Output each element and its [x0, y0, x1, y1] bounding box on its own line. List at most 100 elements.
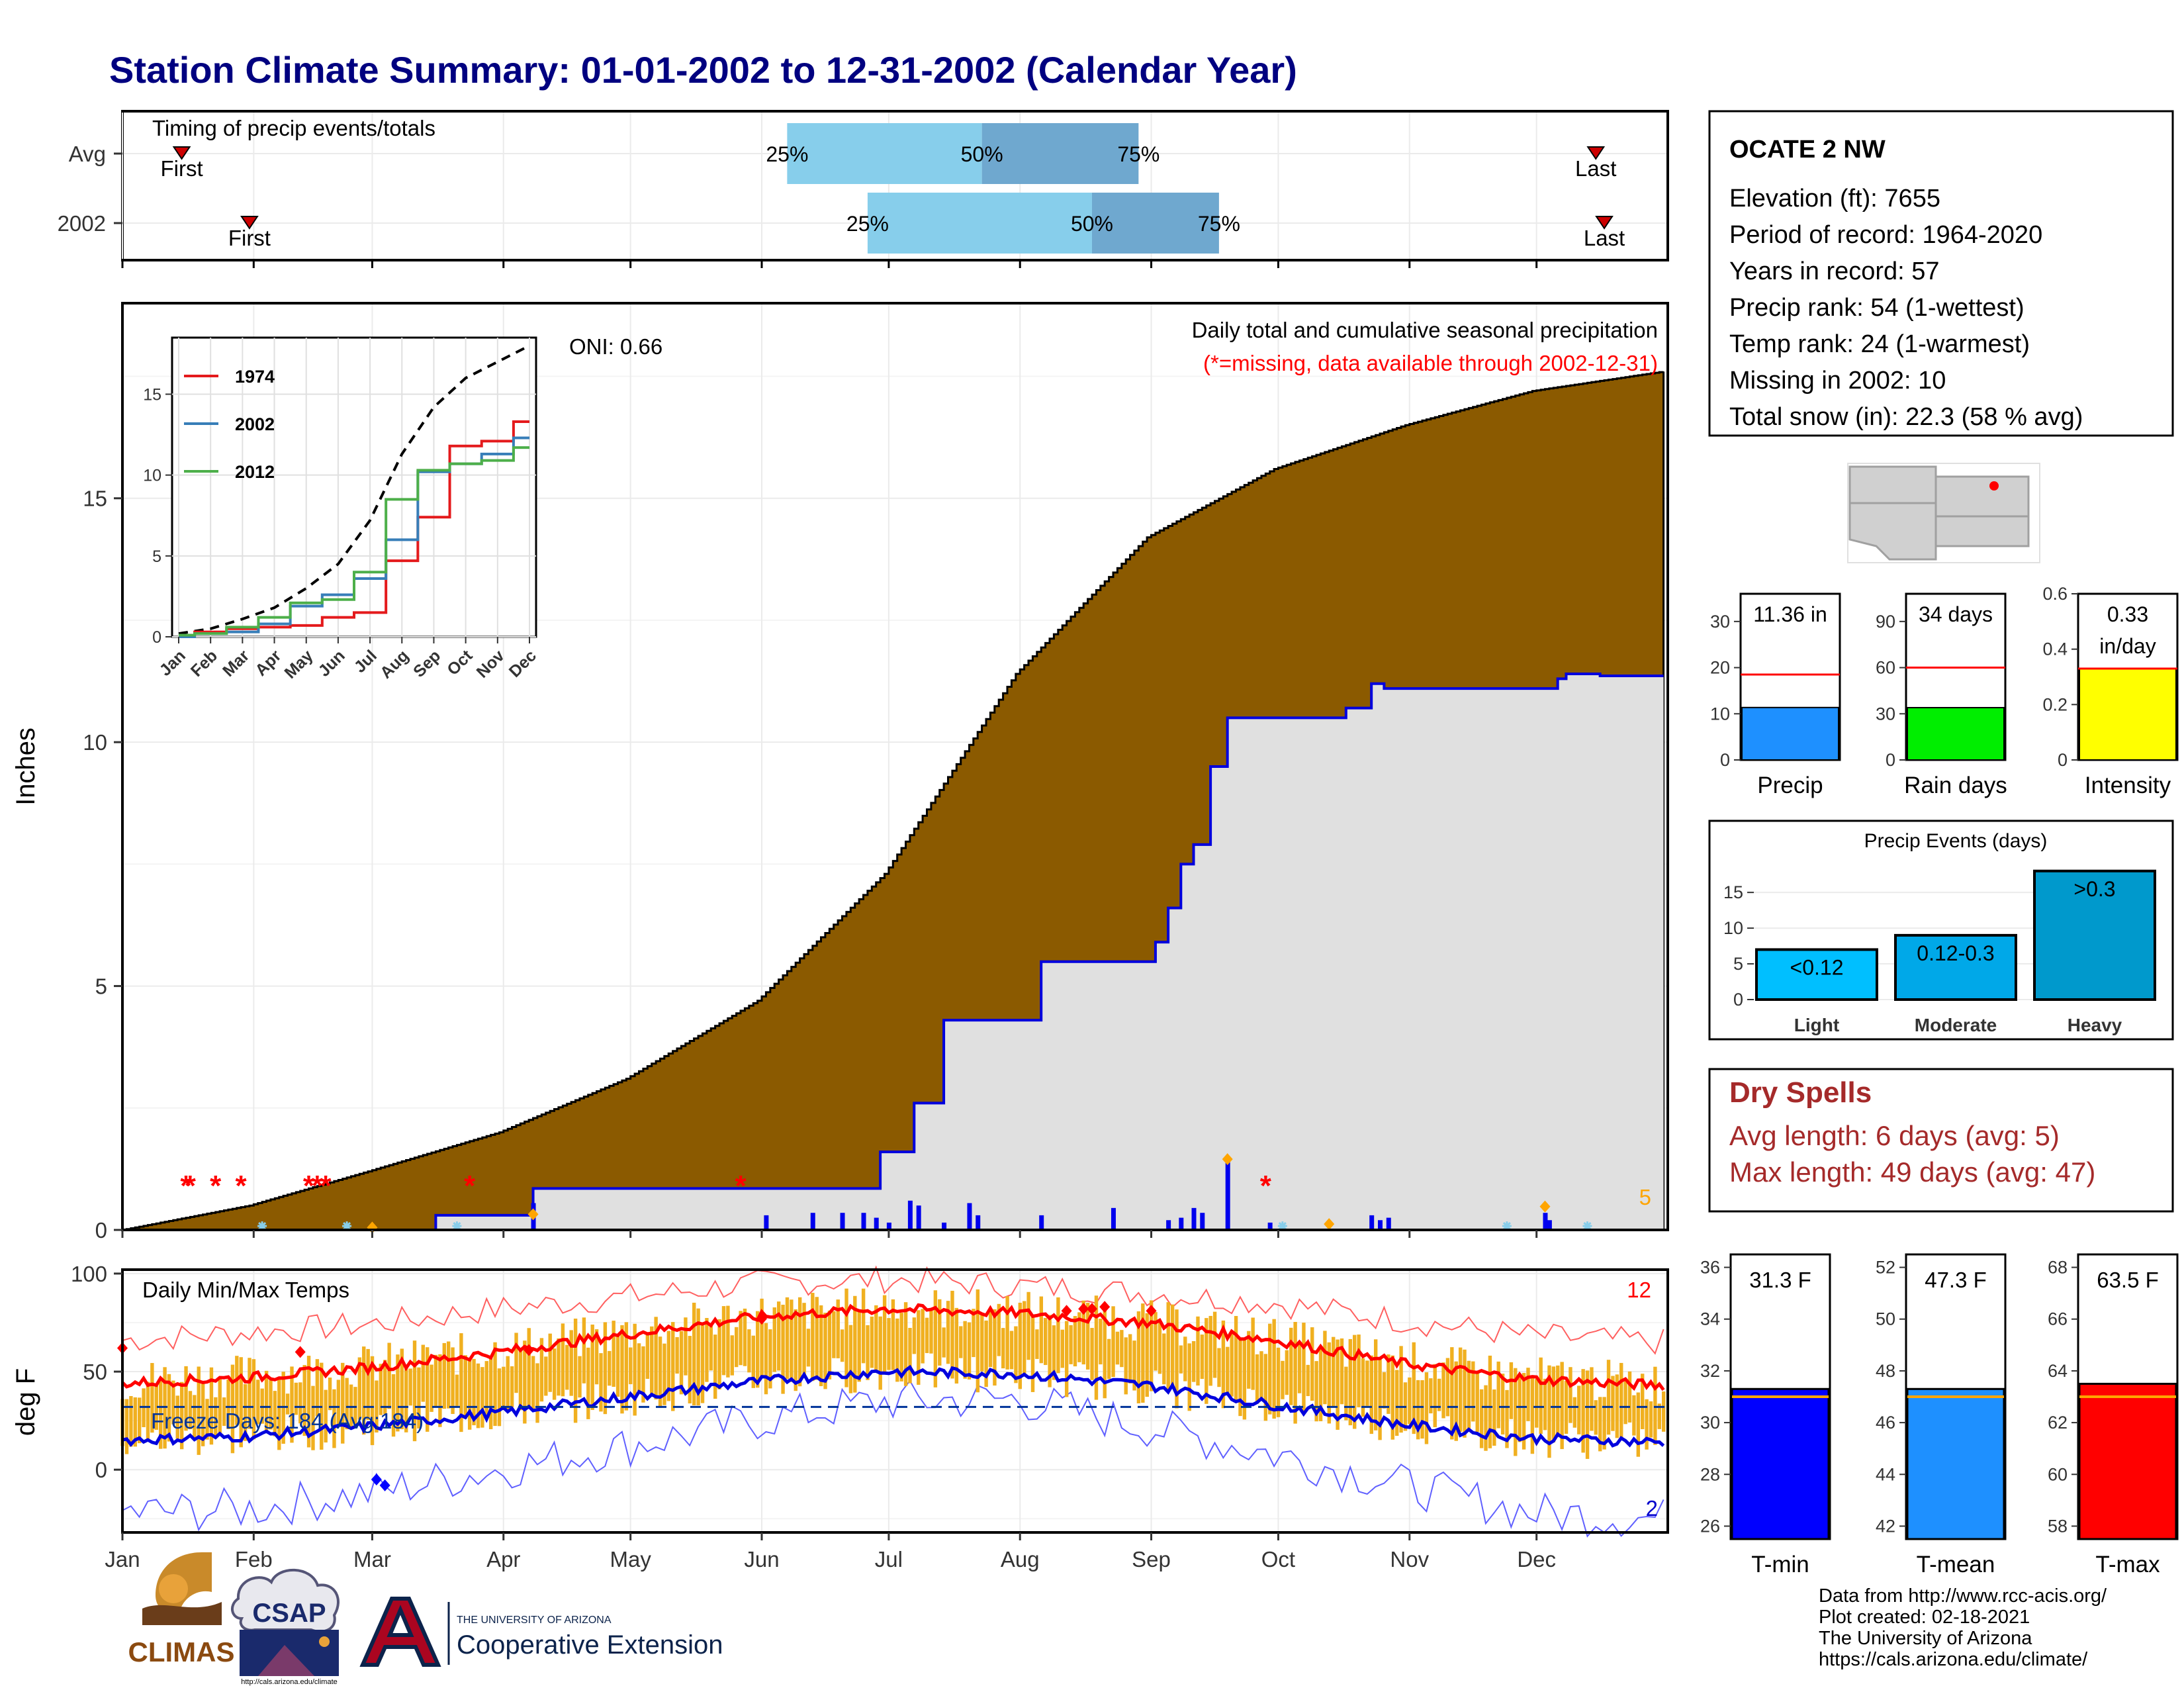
temp-panel-label: Daily Min/Max Temps: [142, 1278, 349, 1302]
temp-bar: [1187, 1343, 1191, 1411]
missing-marker: *: [210, 1170, 222, 1202]
temp-bar: [942, 1327, 946, 1358]
inset-legend: 1974 2002 2012: [184, 367, 275, 482]
timing-bar-25-50: [787, 123, 982, 184]
climas-land: [142, 1602, 222, 1625]
temp-bar: [171, 1380, 175, 1425]
daily-precip-bar: [907, 1200, 913, 1230]
timing-bars: 25% 50% 75% First Last 25% 50% 75% First Last: [160, 123, 1625, 254]
temp-bar: [277, 1378, 281, 1450]
timing-label-50: 50%: [961, 142, 1003, 166]
inset-legend-label: 2002: [235, 414, 275, 434]
temp-bar: [594, 1329, 599, 1385]
station-info-line: Elevation (ft): 7655: [1729, 185, 1940, 212]
daily-precip-bar: [942, 1222, 947, 1230]
temp-bar: [175, 1395, 179, 1439]
temp-bar: [844, 1288, 848, 1387]
temp-bar: [866, 1325, 870, 1380]
temp-bar: [743, 1308, 747, 1366]
temp-bar: [1636, 1392, 1641, 1457]
temp-summary-y-tick-label: 32: [1700, 1361, 1720, 1381]
temp-bar: [1302, 1323, 1306, 1411]
temp-bar: [417, 1367, 421, 1429]
temp-bar: [739, 1311, 743, 1366]
temp-bar: [523, 1340, 527, 1424]
month-label: Apr: [486, 1547, 520, 1571]
temp-bar: [565, 1344, 569, 1390]
station-info-line: Years in record: 57: [1729, 258, 1940, 285]
timing-row-label: Avg: [69, 142, 106, 166]
temp-bar: [446, 1341, 451, 1409]
temp-bar: [506, 1356, 510, 1412]
events-y-tick-label: 5: [1733, 954, 1743, 974]
temp-bar: [1060, 1329, 1064, 1368]
temp-bar: [442, 1342, 446, 1409]
temp-bar: [1412, 1342, 1416, 1434]
temp-bar: [827, 1310, 832, 1380]
precip-y-axis: 0 5 10 15: [83, 487, 1538, 1243]
temp-bar: [988, 1311, 993, 1368]
temp-bar: [502, 1366, 506, 1409]
dry-spells-frame: [1708, 1068, 2174, 1213]
temp-bar: [1623, 1379, 1627, 1425]
temp-bar: [772, 1307, 776, 1372]
temp-bar: [1467, 1360, 1471, 1429]
temp-bar: [1251, 1317, 1255, 1390]
temp-bar: [1445, 1358, 1450, 1417]
temp-bar: [590, 1324, 594, 1410]
temp-bar: [925, 1317, 929, 1354]
temp-bar: [633, 1323, 637, 1416]
temp-bar: [751, 1335, 755, 1388]
precip-events-title: Precip Events (days): [1864, 830, 2048, 852]
summary-bar-fill: [2079, 667, 2177, 761]
temp-bar: [1289, 1327, 1293, 1405]
events-bar-label: 0.12-0.3: [1917, 941, 1994, 965]
temp-bar: [1344, 1366, 1348, 1421]
temp-bar: [929, 1309, 933, 1354]
temp-bar: [285, 1393, 290, 1415]
temp-bar: [1373, 1339, 1378, 1430]
summary-y-tick-label: 0.6: [2042, 584, 2068, 604]
daily-precip-bar: [764, 1215, 769, 1230]
summary-bar-value: 11.36 in: [1753, 602, 1827, 626]
temp-bar: [488, 1358, 493, 1430]
temp-bar: [315, 1359, 320, 1417]
temp-bar: [345, 1378, 349, 1430]
timing-bar-50-75: [981, 123, 1139, 184]
temp-bar: [921, 1309, 925, 1364]
temp-bar: [1454, 1361, 1458, 1441]
temp-bar: [967, 1322, 972, 1380]
temp-bar: [1475, 1372, 1479, 1432]
temp-bar: [997, 1303, 1001, 1356]
temp-bar: [696, 1308, 700, 1406]
temp-bar: [1327, 1342, 1332, 1424]
timing-first-label: First: [160, 156, 203, 181]
oni-value: ONI: 0.66: [569, 334, 662, 359]
station-info-line: Precip rank: 54 (1-wettest): [1729, 294, 2025, 322]
precip-y-tick-label: 10: [83, 730, 107, 755]
temp-bar: [1560, 1362, 1564, 1450]
missing-marker: *: [312, 1170, 324, 1202]
inset-y-tick-label: 15: [143, 386, 161, 404]
inset-legend-label: 2012: [235, 462, 275, 482]
temp-summary-y-tick-label: 28: [1700, 1464, 1720, 1484]
temp-bar: [273, 1391, 277, 1436]
temp-bar: [400, 1348, 404, 1430]
temp-summary-y-tick-label: 68: [2048, 1258, 2068, 1278]
station-name: OCATE 2 NW: [1729, 136, 1886, 164]
temp-bar: [269, 1380, 273, 1430]
temp-bar: [527, 1328, 531, 1408]
summary-bar-unit: in/day: [2099, 634, 2156, 658]
temp-bar: [137, 1397, 142, 1444]
daily-precip-bar: [840, 1213, 845, 1230]
temp-bar: [1569, 1367, 1572, 1423]
temp-bar: [256, 1380, 260, 1425]
temp-bar: [1535, 1379, 1539, 1428]
temp-bar: [1247, 1331, 1251, 1389]
temp-bar: [1611, 1376, 1615, 1431]
summary-y-tick-label: 0.2: [2042, 694, 2068, 714]
temp-bar: [1543, 1378, 1547, 1430]
temp-bar: [819, 1305, 823, 1387]
csap-url: http://cals.arizona.edu/climate: [241, 1678, 338, 1686]
month-label: Mar: [353, 1547, 391, 1571]
